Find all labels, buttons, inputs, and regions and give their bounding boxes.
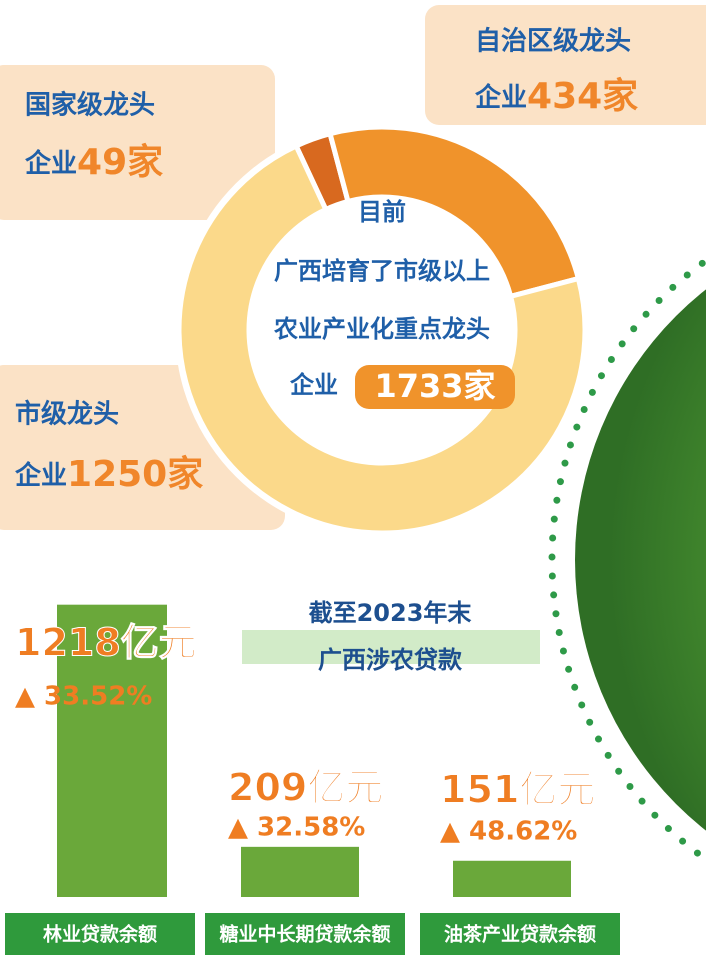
center-text: 目前 (358, 198, 406, 226)
prefix: 企业 (475, 82, 527, 113)
center-text: 农业产业化重点龙头 (273, 315, 490, 343)
growth-label: ▲ 33.52% (15, 682, 152, 712)
value-label: 151亿元 (440, 768, 595, 812)
prefix: 企业 (15, 460, 67, 491)
value-label: 企业434家 (475, 76, 638, 117)
category-label: 自治区级龙头 (475, 26, 631, 57)
prefix: 企业 (25, 148, 77, 179)
value-label: 企业49家 (25, 142, 163, 183)
bar (453, 861, 571, 897)
x-tick-label: 林业贷款余额 (43, 923, 157, 946)
bar-subtitle: 广西涉农贷款 (318, 646, 463, 674)
category-label: 市级龙头 (15, 399, 119, 430)
value-label: 企业1250家 (15, 454, 203, 495)
bar-title: 截至2023年末 (309, 599, 473, 627)
bar (241, 847, 359, 897)
prefix: 企业 (290, 371, 338, 399)
x-tick-label: 糖业中长期贷款余额 (219, 923, 390, 946)
value-label: 209亿元 (228, 766, 383, 810)
value: 1250家 (67, 454, 203, 495)
growth-label: ▲ 32.58% (228, 813, 365, 843)
x-tick-label: 油茶产业贷款余额 (444, 923, 596, 946)
infographic: 国家级龙头 企业49家 自治区级龙头 企业434家 市级龙头 企业1250家 目… (0, 0, 706, 961)
category-label: 国家级龙头 (25, 90, 155, 121)
value: 49家 (77, 142, 163, 183)
page: 国家级龙头 企业49家 自治区级龙头 企业434家 市级龙头 企业1250家 目… (0, 0, 706, 961)
value-label: 1218亿元 (15, 621, 197, 665)
value: 434家 (527, 76, 638, 117)
center-text: 广西培育了市级以上 (274, 257, 490, 285)
total-label: 1733家 (374, 367, 495, 405)
growth-label: ▲ 48.62% (440, 817, 577, 847)
